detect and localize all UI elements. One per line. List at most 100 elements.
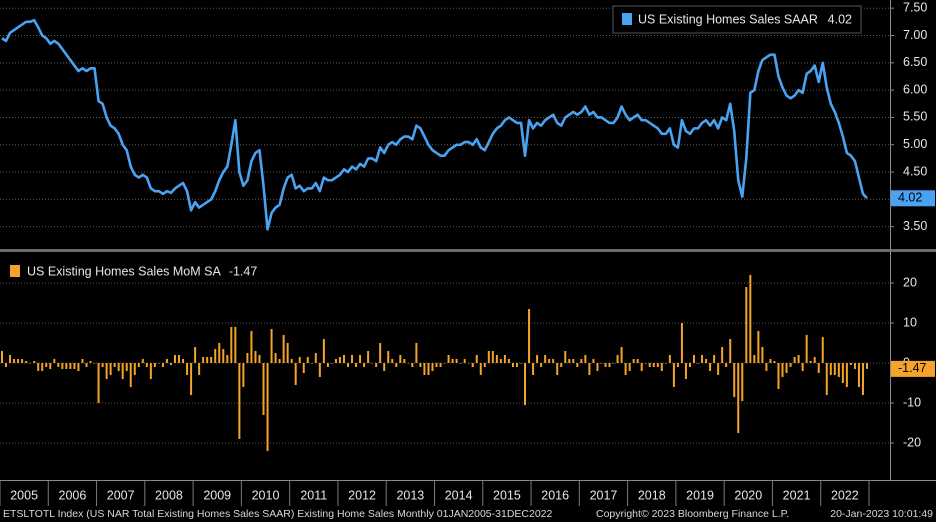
bar: [688, 363, 691, 367]
footer-timestamp: 20-Jan-2023 10:01:49: [830, 508, 933, 520]
bar: [57, 363, 60, 367]
legend-box: [612, 5, 862, 34]
legend-swatch: [622, 13, 632, 25]
bar: [805, 335, 808, 363]
bar: [85, 363, 88, 367]
bar: [391, 359, 394, 363]
bar: [314, 353, 317, 363]
bar: [544, 355, 547, 363]
bar: [451, 359, 454, 363]
bar: [69, 363, 72, 369]
bar: [9, 355, 12, 363]
bar: [479, 363, 482, 375]
bar: [278, 359, 281, 363]
bar: [73, 363, 76, 369]
y-tick-label: 7.00: [903, 28, 927, 42]
bar: [294, 363, 297, 385]
bar: [153, 363, 156, 367]
x-tick-label: 2019: [686, 488, 714, 502]
bar: [737, 363, 740, 433]
bar: [37, 363, 40, 371]
bar: [274, 353, 277, 363]
bar: [178, 355, 181, 363]
bar: [648, 363, 651, 367]
bar: [290, 359, 293, 363]
bar: [182, 359, 185, 363]
bar: [222, 349, 225, 363]
bar: [415, 343, 418, 363]
bar: [467, 363, 470, 364]
bar: [636, 359, 639, 363]
bar: [387, 351, 390, 363]
x-tick-label: 2012: [348, 488, 376, 502]
bar: [608, 363, 611, 367]
bar: [821, 337, 824, 363]
bar: [230, 327, 233, 363]
bar: [194, 347, 197, 363]
bar: [837, 363, 840, 377]
bar: [1, 351, 3, 363]
bar: [149, 363, 152, 379]
bar: [238, 363, 241, 439]
bar: [262, 363, 265, 415]
bar: [624, 363, 627, 375]
bar: [367, 351, 370, 363]
bar: [612, 363, 615, 364]
last-value-label: 4.02: [898, 191, 922, 205]
footer-source: ETSLTOTL Index (US NAR Total Existing Ho…: [3, 508, 553, 520]
bar: [330, 363, 333, 364]
bar: [524, 363, 527, 405]
bar: [600, 363, 603, 364]
bar: [443, 363, 446, 364]
bar: [801, 363, 804, 371]
bar: [680, 323, 683, 363]
bar: [789, 363, 792, 367]
bar: [310, 363, 313, 364]
bar: [781, 363, 784, 377]
bar: [588, 363, 591, 375]
bar: [793, 357, 796, 363]
bar: [701, 355, 704, 363]
legend-label: US Existing Homes Sales MoM SA: [27, 264, 221, 278]
bar: [218, 343, 221, 363]
bar: [564, 351, 567, 363]
bar: [125, 363, 128, 371]
y-tick-label: -10: [903, 395, 921, 409]
bar: [17, 359, 20, 363]
bar: [829, 363, 832, 375]
bar: [270, 329, 273, 363]
bar: [507, 359, 510, 363]
bar: [713, 355, 716, 363]
y-tick-label: 3.50: [903, 219, 927, 233]
x-tick-label: 2016: [541, 488, 569, 502]
bar: [407, 363, 410, 364]
y-tick-label: 5.00: [903, 137, 927, 151]
bar: [717, 363, 720, 375]
bar: [322, 339, 325, 363]
x-tick-label: 2020: [734, 488, 762, 502]
footer-copyright: Copyright© 2023 Bloomberg Finance L.P.: [596, 508, 789, 520]
bar: [93, 363, 96, 364]
bar: [13, 359, 16, 363]
bar: [729, 339, 732, 363]
bar: [499, 359, 502, 363]
bar: [109, 363, 112, 375]
bar: [483, 363, 486, 367]
bar: [447, 355, 450, 363]
bar: [169, 363, 172, 365]
bar: [41, 363, 44, 371]
bar: [258, 355, 261, 363]
bar: [206, 357, 209, 363]
bar: [676, 363, 679, 367]
bar: [552, 359, 555, 363]
bar: [77, 363, 80, 371]
bar: [427, 363, 430, 375]
bar: [29, 363, 32, 364]
bar: [745, 287, 748, 363]
bar: [825, 363, 828, 395]
bar: [101, 363, 104, 367]
bar: [459, 363, 462, 364]
bar: [129, 363, 132, 387]
